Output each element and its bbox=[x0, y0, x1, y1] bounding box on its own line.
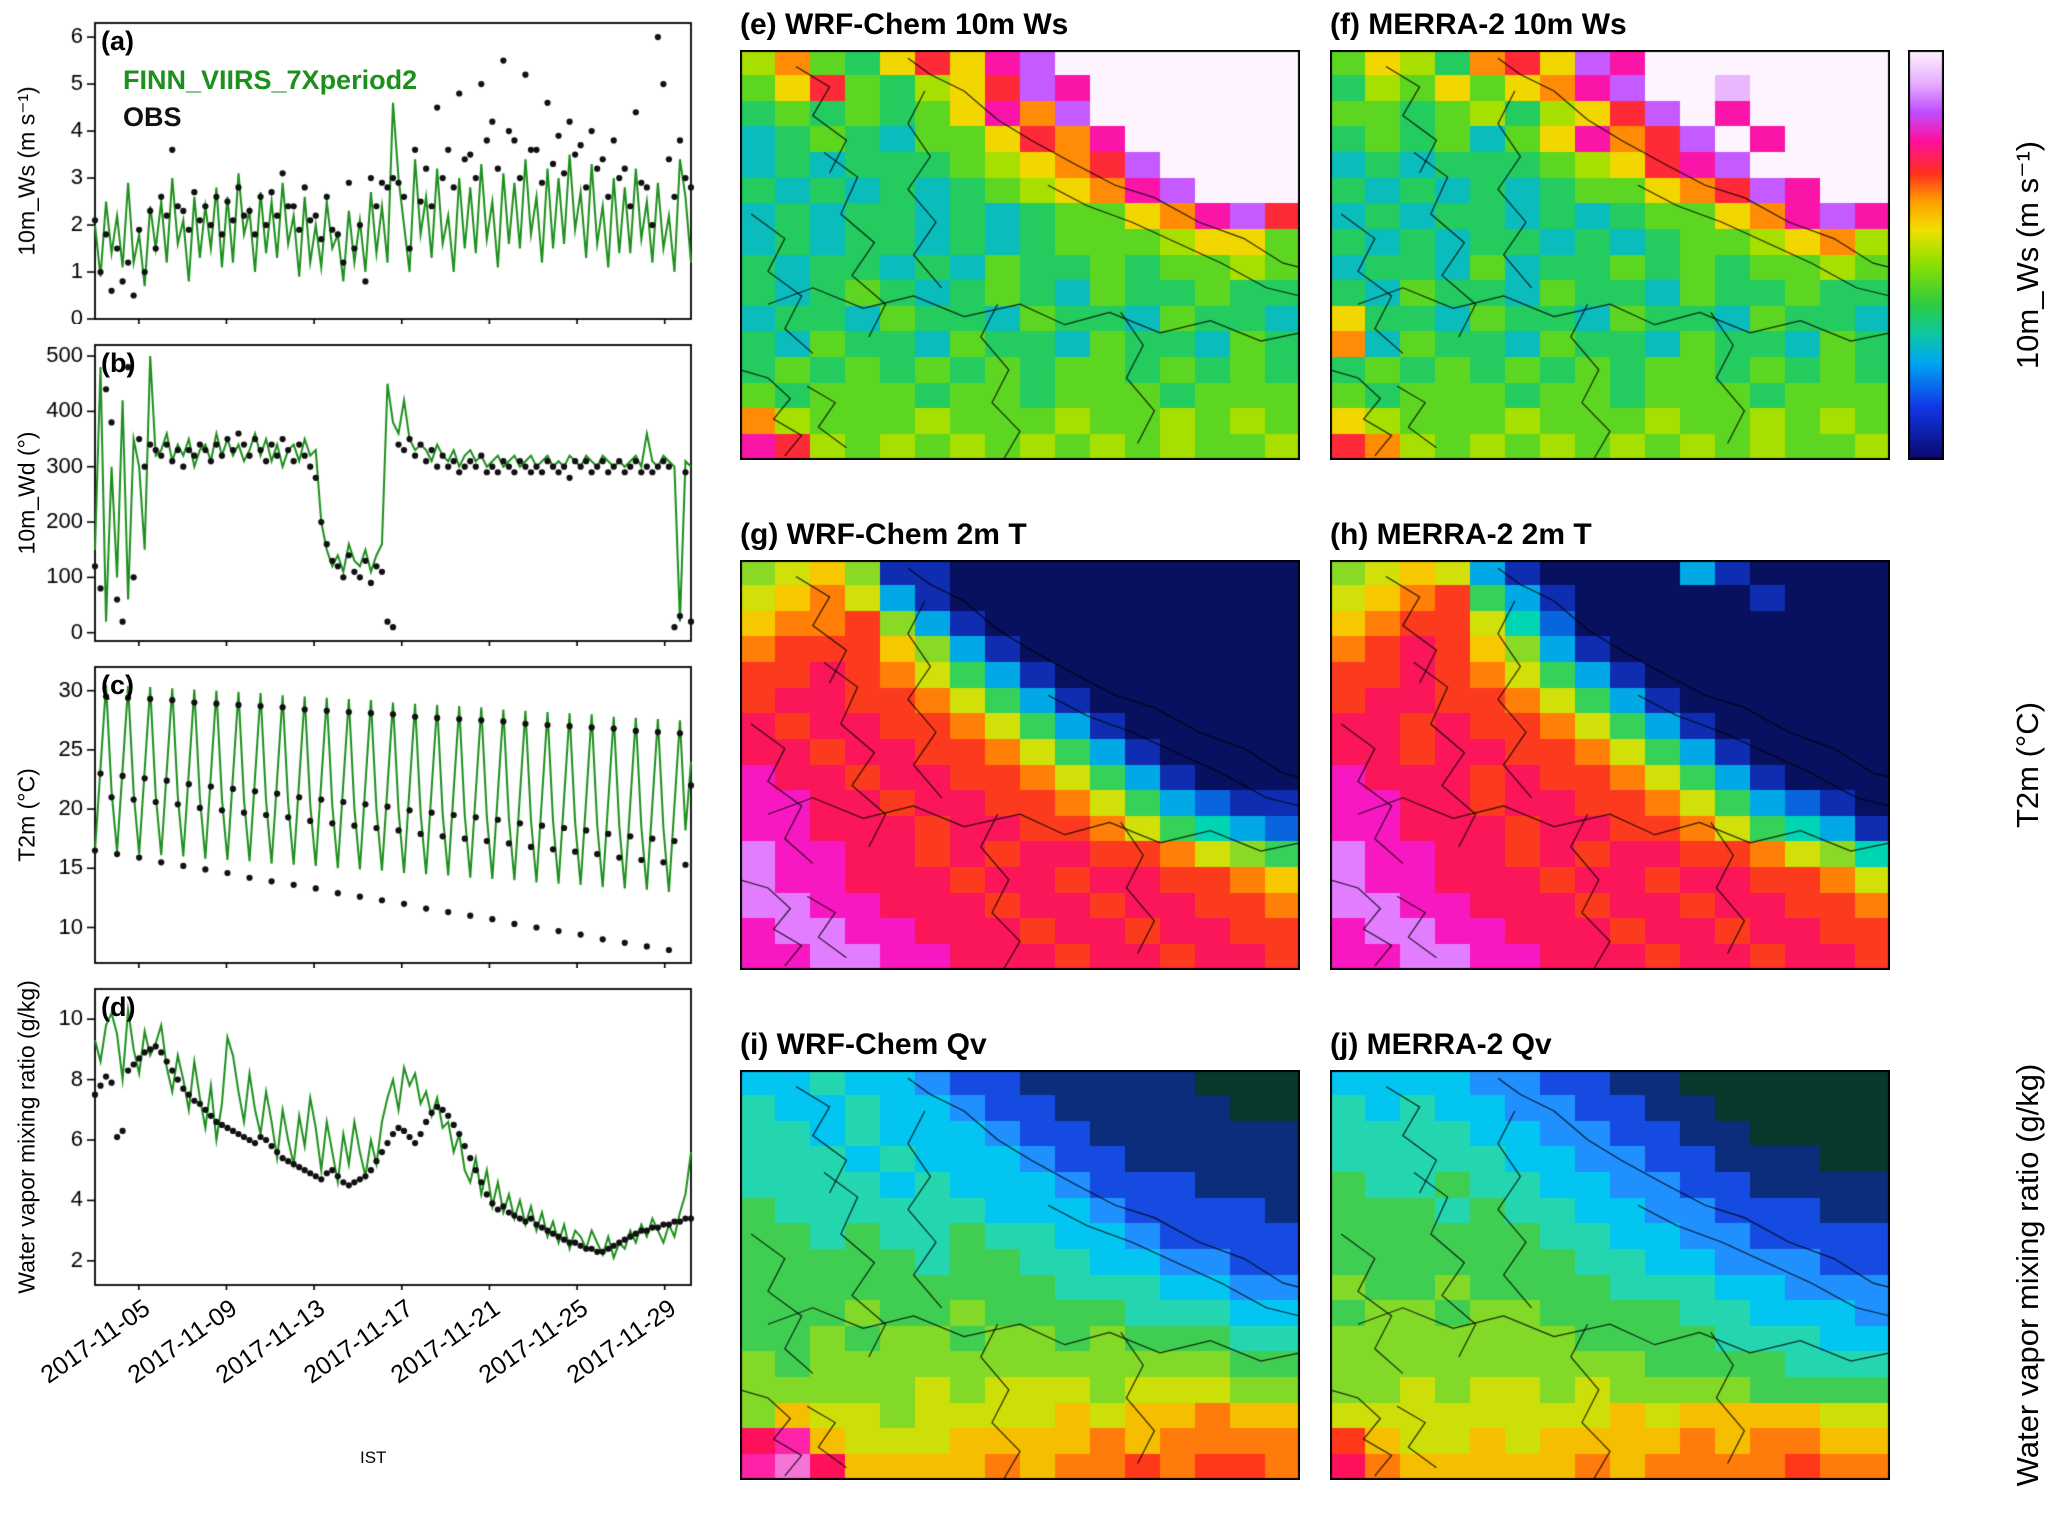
legend-obs-label: OBS bbox=[123, 102, 182, 132]
panel-c-y-axis-label: T2m (°C) bbox=[13, 768, 40, 862]
panel-b-y-axis-label: 10m_Wd (°) bbox=[13, 431, 40, 555]
legend: FINN_VIIRS_7Xperiod2 OBS bbox=[123, 62, 417, 136]
map-e-canvas bbox=[740, 50, 1300, 460]
map-h-canvas bbox=[1330, 560, 1890, 970]
panel-d-tag: (d) bbox=[101, 992, 136, 1022]
map-g-title: (g) WRF-Chem 2m T bbox=[740, 518, 1027, 551]
x-axis-label: IST bbox=[360, 1448, 387, 1467]
panel-d-y-axis-label: Water vapor mixing ratio (g/kg) bbox=[13, 980, 40, 1294]
colorbar-ws-canvas bbox=[1908, 50, 1944, 460]
panel-d-water-vapor: (d) Water vapor mixing ratio (g/kg) bbox=[14, 980, 695, 1294]
colorbar-t2m-canvas bbox=[1908, 560, 1944, 970]
panel-a-10m-wind-speed: (a) FINN_VIIRS_7Xperiod2 OBS 10m_Ws (m s… bbox=[14, 18, 695, 324]
panel-c-plot-canvas bbox=[35, 662, 695, 968]
map-i-canvas bbox=[740, 1070, 1300, 1480]
map-e-title: (e) WRF-Chem 10m Ws bbox=[740, 8, 1069, 41]
panel-c-2m-temperature: (c) T2m (°C) bbox=[14, 662, 695, 968]
map-i-title: (i) WRF-Chem Qv bbox=[740, 1028, 987, 1061]
panel-b-plot-canvas bbox=[35, 340, 695, 646]
map-g-canvas bbox=[740, 560, 1300, 970]
colorbar-ws-label: 10m_Ws (m s⁻¹) bbox=[2010, 140, 2045, 370]
map-f-canvas bbox=[1330, 50, 1890, 460]
panel-b-10m-wind-direction: (b) 10m_Wd (°) bbox=[14, 340, 695, 646]
colorbar-t2m-label: T2m (°C) bbox=[2010, 701, 2045, 829]
legend-model-label: FINN_VIIRS_7Xperiod2 bbox=[123, 65, 418, 95]
panel-b-tag: (b) bbox=[101, 348, 136, 378]
panel-a-plot-canvas bbox=[35, 18, 695, 324]
panel-d-plot-canvas bbox=[35, 984, 695, 1290]
x-axis-tick-labels: 2017-11-05 2017-11-09 2017-11-13 2017-11-17… bbox=[35, 1290, 695, 1440]
map-f-title: (f) MERRA-2 10m Ws bbox=[1330, 8, 1627, 41]
panel-a-y-axis-label: 10m_Ws (m s⁻¹) bbox=[13, 86, 40, 256]
map-j-canvas bbox=[1330, 1070, 1890, 1480]
map-h-title: (h) MERRA-2 2m T bbox=[1330, 518, 1592, 551]
colorbar-qv-label: Water vapor mixing ratio (g/kg) bbox=[2010, 1063, 2045, 1487]
map-j-title: (j) MERRA-2 Qv bbox=[1330, 1028, 1552, 1061]
colorbar-qv-canvas bbox=[1908, 1070, 1944, 1480]
panel-c-tag: (c) bbox=[101, 670, 134, 700]
panel-a-tag: (a) bbox=[101, 26, 134, 56]
